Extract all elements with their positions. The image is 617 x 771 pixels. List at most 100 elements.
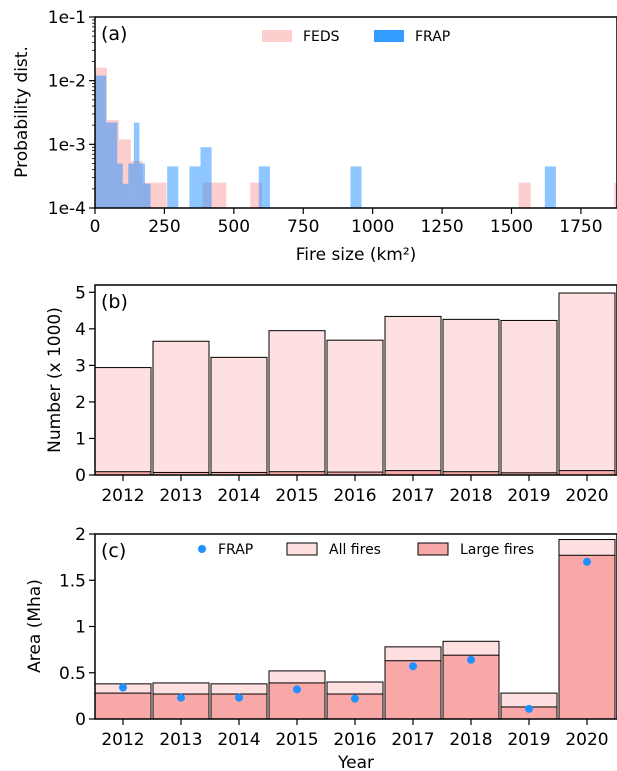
large-fires-area-bar [442, 654, 500, 720]
x-tick-label: 1750 [559, 217, 602, 237]
x-tick-label: 2020 [565, 486, 608, 506]
frap-bin-bar [258, 166, 270, 208]
x-tick-label: 0 [90, 217, 101, 237]
x-tick-label: 2015 [275, 730, 318, 750]
panel-b-frame [94, 284, 617, 476]
y-tick-label: 1e-1 [48, 8, 86, 28]
frap-bin-bar [128, 163, 134, 208]
panel-c-bar-chart: 0 0.5 1 1.5 2 2012 2013 2014 2015 2016 2017 2018 201… [25, 525, 617, 771]
x-tick-label: 2012 [101, 730, 144, 750]
legend-large-fires-swatch [417, 542, 449, 556]
panel-a-frame [94, 16, 617, 209]
frap-bin-bar [133, 122, 140, 208]
x-tick-label: 2017 [391, 486, 434, 506]
panel-c-ticks: 0 0.5 1 1.5 2 2012 2013 2014 2015 2016 2017 2018 201… [59, 525, 609, 750]
frap-area-point [467, 655, 475, 664]
panel-c-bars [94, 539, 616, 720]
y-tick-label: 4 [75, 320, 86, 340]
legend-feds-label: FEDS [303, 29, 340, 45]
frap-area-point [409, 662, 417, 671]
all-fires-count-bar [558, 292, 616, 476]
panel-c-label: (c) [101, 540, 126, 562]
panel-a-ticks: 0 250 500 750 1000 1250 1500 1750 1e-4 1e-3 1e-2 1e… [48, 8, 603, 237]
y-tick-label: 3 [75, 356, 86, 376]
panel-a-legend: FEDS FRAP [262, 29, 450, 45]
feds-bin-bar [118, 139, 131, 208]
y-tick-label: 1e-4 [48, 199, 86, 219]
all-fires-count-bar [326, 339, 384, 476]
legend-feds-swatch [262, 30, 292, 42]
feds-bin-bar [154, 182, 167, 208]
frap-bin-bar [111, 122, 118, 208]
frap-area-point [177, 693, 185, 702]
frap-bin-bar [139, 163, 145, 208]
y-tick-label: 5 [75, 283, 86, 303]
all-fires-count-bar [94, 367, 152, 476]
frap-area-point [119, 683, 127, 692]
x-tick-label: 750 [287, 217, 319, 237]
feds-bin-bar [214, 182, 227, 208]
y-tick-label: 1 [75, 429, 86, 449]
x-tick-label: 250 [148, 217, 180, 237]
frap-bin-bar [189, 166, 201, 208]
panel-b-bar-chart: 0 1 2 3 4 5 2012 2013 2014 2015 2016 2017 2018 2019 20… [45, 283, 617, 506]
x-tick-label: 2014 [217, 486, 260, 506]
panel-c-legend: FRAP All fires Large fires [198, 542, 534, 558]
panel-c-frame [94, 533, 617, 720]
frap-bin-bar [200, 147, 212, 208]
frap-area-point [235, 693, 243, 702]
large-fires-area-bar [94, 692, 152, 720]
x-tick-label: 2012 [101, 486, 144, 506]
frap-bin-bar [117, 163, 123, 208]
x-tick-label: 2014 [217, 730, 260, 750]
legend-frap-label: FRAP [415, 29, 450, 45]
x-tick-label: 2013 [159, 486, 202, 506]
panel-b-ylabel: Number (x 1000) [45, 307, 65, 453]
legend-frap-swatch [374, 30, 404, 42]
x-tick-label: 2017 [391, 730, 434, 750]
x-tick-label: 2020 [565, 730, 608, 750]
frap-bin-bar [106, 122, 112, 208]
panel-c-frap-points [119, 557, 591, 713]
x-tick-label: 2016 [333, 486, 376, 506]
y-tick-label: 1 [75, 618, 86, 638]
frap-area-point [293, 685, 301, 694]
panel-a-ylabel: Probability dist. [12, 46, 32, 178]
frap-area-point [351, 694, 359, 703]
y-tick-label: 0.5 [59, 664, 86, 684]
frap-area-point [525, 704, 533, 713]
legend-all-fires-swatch [286, 542, 318, 556]
legend-frap-marker [198, 545, 206, 553]
all-fires-count-bar [384, 315, 442, 476]
frap-bin-bar [122, 183, 129, 208]
large-fires-area-bar [558, 554, 616, 720]
x-tick-label: 2016 [333, 730, 376, 750]
all-fires-count-bar [152, 340, 210, 476]
x-tick-label: 2018 [449, 486, 492, 506]
x-tick-label: 2019 [507, 486, 550, 506]
y-tick-label: 1e-2 [48, 72, 86, 92]
x-tick-label: 1000 [351, 217, 394, 237]
frap-bin-bar [95, 75, 107, 208]
y-tick-label: 2 [75, 525, 86, 545]
x-tick-label: 500 [218, 217, 250, 237]
feds-bin-bar [614, 182, 617, 208]
frap-histogram-bars [95, 75, 556, 208]
frap-bin-bar [144, 183, 151, 208]
all-fires-count-bar [210, 356, 268, 476]
frap-bin-bar [544, 166, 556, 208]
panel-c-xlabel: Year [337, 753, 374, 771]
x-tick-label: 1250 [420, 217, 463, 237]
feds-bin-bar [518, 182, 531, 208]
x-tick-label: 1500 [490, 217, 533, 237]
panel-c-ylabel: Area (Mha) [25, 579, 45, 673]
panel-a-xlabel: Fire size (km²) [296, 245, 417, 265]
panel-b-ticks: 0 1 2 3 4 5 2012 2013 2014 2015 2016 2017 2018 2019 20… [75, 283, 608, 506]
panel-a-xlabel-text: Fire size (km²) [296, 245, 417, 265]
all-fires-count-bar [442, 318, 500, 476]
all-fires-count-bar [268, 330, 326, 476]
y-tick-label: 1e-3 [48, 135, 86, 155]
panel-a-label: (a) [101, 23, 127, 45]
x-tick-label: 2018 [449, 730, 492, 750]
